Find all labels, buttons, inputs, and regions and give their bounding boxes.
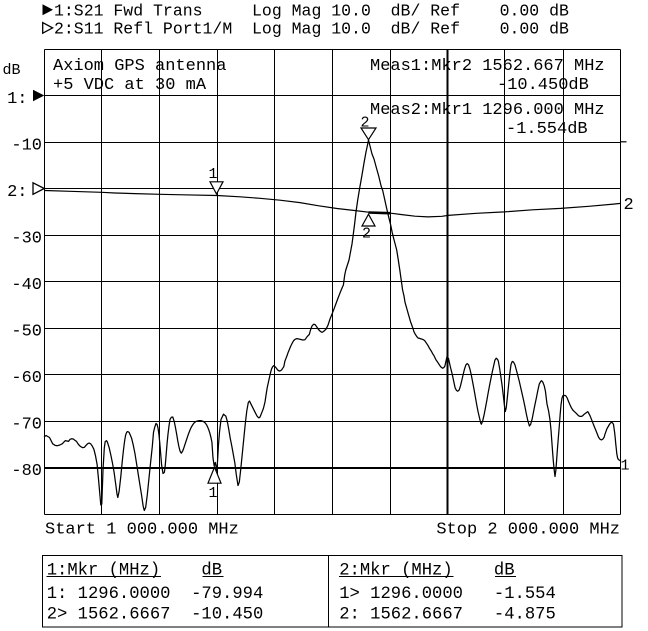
svg-text:2: 2 bbox=[362, 226, 371, 243]
svg-text:-10.450dB: -10.450dB bbox=[497, 76, 589, 95]
svg-text:Meas1:Mkr2 1562.667 MHz: Meas1:Mkr2 1562.667 MHz bbox=[370, 57, 605, 76]
svg-text:2:S11 Refl Port1/M Log Mag 10: 2:S11 Refl Port1/M Log Mag 10.0 dB/ Ref … bbox=[54, 19, 569, 38]
svg-text:Start 1 000.000 MHz: Start 1 000.000 MHz bbox=[45, 521, 239, 540]
svg-text:1> 1296.0000 -1.554: 1> 1296.0000 -1.554 bbox=[339, 585, 556, 604]
svg-text:-80: -80 bbox=[11, 462, 42, 481]
svg-text:-10: -10 bbox=[11, 137, 42, 156]
svg-text:2: 2 bbox=[624, 196, 634, 215]
svg-text:1:S21 Fwd Trans Log Mag 10: 1:S21 Fwd Trans Log Mag 10.0 dB/ Ref 0.0… bbox=[54, 1, 569, 20]
svg-text:-40: -40 bbox=[11, 276, 42, 295]
svg-text:dB: dB bbox=[2, 62, 20, 79]
svg-text:-1.554dB: -1.554dB bbox=[506, 120, 588, 139]
svg-text:2:Mkr (MHz) dB: 2:Mkr (MHz) dB bbox=[339, 562, 514, 581]
svg-text:-60: -60 bbox=[11, 369, 42, 388]
svg-text:2: 1562.6667 -4.875: 2: 1562.6667 -4.875 bbox=[339, 605, 556, 624]
svg-text:+5 VDC at 30 mA: +5 VDC at 30 mA bbox=[53, 76, 207, 95]
svg-text:1: 1296.0000 -79.994: 1: 1296.0000 -79.994 bbox=[47, 585, 264, 604]
svg-text:1:Mkr (MHz) dB: 1:Mkr (MHz) dB bbox=[47, 562, 222, 581]
svg-text:-50: -50 bbox=[11, 323, 42, 342]
svg-text:1:: 1: bbox=[7, 90, 27, 109]
svg-text:Axiom GPS antenna: Axiom GPS antenna bbox=[53, 57, 226, 76]
svg-text:-30: -30 bbox=[11, 230, 42, 249]
svg-text:1: 1 bbox=[621, 458, 630, 475]
svg-text:1: 1 bbox=[209, 166, 218, 183]
svg-text:1: 1 bbox=[209, 485, 218, 502]
svg-text:Stop 2 000.000 MHz: Stop 2 000.000 MHz bbox=[436, 521, 620, 540]
svg-text:2> 1562.6667 -10.450: 2> 1562.6667 -10.450 bbox=[47, 605, 264, 624]
svg-text:-70: -70 bbox=[11, 416, 42, 435]
svg-text:2: 2 bbox=[361, 115, 370, 132]
svg-text:Meas2:Mkr1 1296.000 MHz: Meas2:Mkr1 1296.000 MHz bbox=[370, 101, 605, 120]
svg-text:2:: 2: bbox=[7, 183, 27, 202]
